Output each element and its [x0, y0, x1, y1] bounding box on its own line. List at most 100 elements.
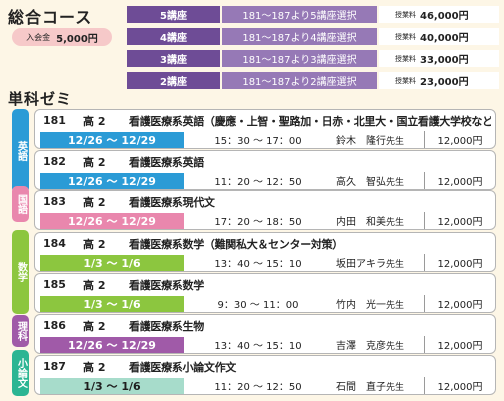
course-teacher: 坂田アキラ先生	[332, 255, 424, 270]
subject-label: 数学	[15, 262, 27, 282]
plan-fee: 授業料 23,000円	[379, 72, 499, 89]
teacher-suffix: 先生	[386, 218, 405, 228]
course-title: 看護医療系小論文作文	[129, 360, 236, 374]
course-dates: 12/26 ～ 12/29	[40, 172, 184, 189]
teacher-name: 高久 智弘	[336, 177, 386, 188]
tuition-value: 33,000円	[420, 55, 469, 66]
course-header: 182 高 2 看護医療系英語	[43, 152, 491, 171]
divider	[424, 131, 425, 148]
divider	[424, 254, 425, 271]
teacher-name: 竹内 光一	[336, 300, 386, 311]
course-time: 15：30 ～ 17：00	[214, 136, 302, 147]
plan-name: 3講座	[127, 50, 220, 67]
tuition-value: 40,000円	[420, 33, 469, 44]
plan-row-4: 4講座 181～187より4講座選択 授業料 40,000円	[127, 28, 499, 45]
teacher-suffix: 先生	[386, 260, 405, 270]
course-dates: 12/26 ～ 12/29	[40, 336, 184, 353]
enrollment-fee-label: 入会金	[26, 32, 51, 42]
course-teacher: 石間 直子先生	[332, 378, 424, 393]
tuition-label: 授業料	[395, 10, 416, 19]
course-card-183: 183 高 2 看護医療系現代文 12/26 ～ 12/29 17：20 ～ 1…	[34, 190, 496, 230]
plan-desc: 181～187より2講座選択	[222, 72, 377, 89]
teacher-suffix: 先生	[386, 342, 405, 352]
course-time: 17：20 ～ 18：50	[214, 217, 302, 228]
course-title: 看護医療系英語（慶應・上智・聖路加・日赤・北里大・国立看護大学校など難関大）	[129, 114, 491, 128]
course-title: 看護医療系数学	[129, 278, 204, 292]
subject-label: 理科	[15, 321, 27, 341]
plan-fee: 授業料 46,000円	[379, 6, 499, 23]
course-price: 12,000円	[437, 259, 483, 270]
teacher-suffix: 先生	[386, 383, 405, 393]
course-price: 12,000円	[437, 300, 483, 311]
course-grade: 高 2	[83, 155, 106, 169]
plan-desc: 181～187より3講座選択	[222, 50, 377, 67]
teacher-suffix: 先生	[386, 137, 405, 147]
course-details: 12/26 ～ 12/29 11：20 ～ 12：50 高久 智弘先生 12,0…	[35, 171, 495, 189]
course-header: 187 高 2 看護医療系小論文作文	[43, 357, 491, 376]
course-details: 1/3 ～ 1/6 11：20 ～ 12：50 石間 直子先生 12,000円	[35, 376, 495, 394]
divider	[424, 212, 425, 229]
teacher-name: 内田 和美	[336, 217, 386, 228]
course-number: 184	[43, 237, 66, 250]
course-time: 11：20 ～ 12：50	[214, 177, 302, 188]
sogo-course-title: 総合コース	[8, 8, 93, 27]
plan-name: 4講座	[127, 28, 220, 45]
course-card-187: 187 高 2 看護医療系小論文作文 1/3 ～ 1/6 11：20 ～ 12：…	[34, 355, 496, 395]
course-price: 12,000円	[437, 177, 483, 188]
course-price: 12,000円	[437, 341, 483, 352]
teacher-suffix: 先生	[386, 301, 405, 311]
course-details: 12/26 ～ 12/29 15：30 ～ 17：00 鈴木 隆行先生 12,0…	[35, 130, 495, 148]
course-dates: 1/3 ～ 1/6	[40, 377, 184, 394]
course-teacher: 鈴木 隆行先生	[332, 132, 424, 147]
course-dates: 1/3 ～ 1/6	[40, 254, 184, 271]
plan-row-5: 5講座 181～187より5講座選択 授業料 46,000円	[127, 6, 499, 23]
course-dates: 12/26 ～ 12/29	[40, 131, 184, 148]
course-time: 13：40 ～ 15：10	[214, 259, 302, 270]
course-time: 11：20 ～ 12：50	[214, 382, 302, 393]
course-card-182: 182 高 2 看護医療系英語 12/26 ～ 12/29 11：20 ～ 12…	[34, 150, 496, 190]
course-title: 看護医療系生物	[129, 319, 204, 333]
plan-fee: 授業料 33,000円	[379, 50, 499, 67]
course-grade: 高 2	[83, 195, 106, 209]
divider	[424, 172, 425, 189]
course-number: 185	[43, 278, 66, 291]
teacher-name: 石間 直子	[336, 382, 386, 393]
course-price: 12,000円	[437, 217, 483, 228]
course-number: 182	[43, 155, 66, 168]
course-grade: 高 2	[83, 319, 106, 333]
subject-label: 英語	[15, 141, 27, 161]
divider	[424, 377, 425, 394]
course-time: 9：30 ～ 11：00	[217, 300, 299, 311]
enrollment-fee-badge: 入会金 5,000円	[12, 28, 112, 46]
course-header: 184 高 2 看護医療系数学（難関私大＆センター対策）	[43, 234, 491, 253]
course-header: 181 高 2 看護医療系英語（慶應・上智・聖路加・日赤・北里大・国立看護大学校…	[43, 111, 491, 130]
course-details: 1/3 ～ 1/6 9：30 ～ 11：00 竹内 光一先生 12,000円	[35, 294, 495, 312]
subject-label: 国語	[15, 194, 27, 214]
tuition-label: 授業料	[395, 54, 416, 63]
course-number: 181	[43, 114, 66, 127]
tuition-value: 23,000円	[420, 77, 469, 88]
course-card-185: 185 高 2 看護医療系数学 1/3 ～ 1/6 9：30 ～ 11：00 竹…	[34, 273, 496, 313]
course-number: 186	[43, 319, 66, 332]
course-dates: 12/26 ～ 12/29	[40, 212, 184, 229]
subject-tab-japanese: 国語	[12, 186, 29, 222]
course-card-186: 186 高 2 看護医療系生物 12/26 ～ 12/29 13：40 ～ 15…	[34, 314, 496, 354]
course-header: 186 高 2 看護医療系生物	[43, 316, 491, 335]
subject-tab-english: 英語	[12, 109, 29, 193]
course-grade: 高 2	[83, 360, 106, 374]
teacher-name: 鈴木 隆行	[336, 136, 386, 147]
tuition-label: 授業料	[395, 32, 416, 41]
plan-fee: 授業料 40,000円	[379, 28, 499, 45]
course-teacher: 高久 智弘先生	[332, 173, 424, 188]
course-number: 187	[43, 360, 66, 373]
subject-tab-essay: 小論文	[12, 350, 29, 396]
course-teacher: 吉澤 克彦先生	[332, 337, 424, 352]
tuition-label: 授業料	[395, 76, 416, 85]
plan-row-2: 2講座 181～187より2講座選択 授業料 23,000円	[127, 72, 499, 89]
course-time: 13：40 ～ 15：10	[214, 341, 302, 352]
enrollment-fee-value: 5,000円	[56, 33, 98, 45]
subject-tab-math: 数学	[12, 230, 29, 314]
course-details: 1/3 ～ 1/6 13：40 ～ 15：10 坂田アキラ先生 12,000円	[35, 253, 495, 271]
teacher-suffix: 先生	[386, 178, 405, 188]
tanka-zemi-title: 単科ゼミ	[8, 90, 73, 108]
